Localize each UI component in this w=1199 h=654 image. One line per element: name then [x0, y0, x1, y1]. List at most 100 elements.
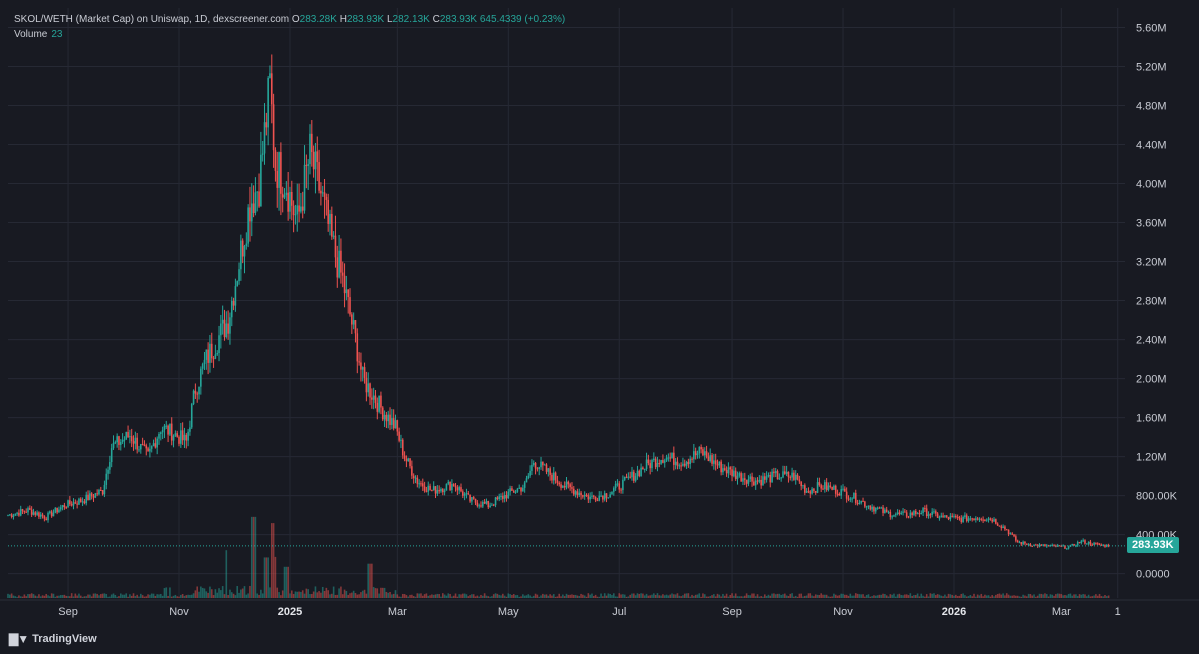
volume-bar	[838, 595, 841, 598]
volume-bar	[1040, 593, 1043, 598]
candle-body	[250, 203, 253, 222]
candle-body	[385, 414, 388, 422]
candle-body	[52, 512, 55, 517]
volume-bar	[751, 593, 753, 598]
volume-bar	[411, 594, 413, 598]
candle-body	[751, 476, 753, 482]
volume-bar	[862, 594, 864, 598]
volume-bar	[59, 595, 62, 598]
volume-bar	[9, 594, 11, 598]
candle-body	[418, 483, 420, 485]
volume-bar	[740, 596, 742, 598]
volume-bar	[964, 595, 966, 598]
candle-body	[738, 473, 741, 476]
candle-body	[569, 484, 571, 488]
volume-bar	[729, 594, 732, 598]
candle-body	[743, 478, 746, 481]
candle-body	[54, 507, 57, 513]
volume-bar	[502, 593, 504, 598]
candle-body	[227, 323, 229, 334]
candle-body	[955, 516, 957, 518]
candle-body	[1022, 541, 1024, 545]
volume-bar	[945, 596, 948, 598]
candle-body	[776, 471, 779, 480]
candle-body	[176, 433, 178, 437]
volume-bar	[165, 587, 168, 598]
volume-bar	[452, 595, 455, 598]
volume-bar	[618, 593, 621, 598]
candle-body	[683, 463, 686, 466]
candle-body	[1091, 544, 1094, 546]
volume-bar	[1089, 596, 1092, 598]
volume-bar	[1069, 593, 1072, 598]
candle-body	[187, 431, 189, 441]
candle-body	[516, 488, 519, 492]
volume-bar	[127, 596, 129, 598]
candle-body	[1051, 544, 1054, 546]
candle-body	[7, 515, 9, 517]
candle-body	[305, 164, 308, 167]
candle-body	[940, 515, 943, 518]
candle-body	[611, 491, 613, 495]
candle-body	[705, 451, 708, 457]
candle-body	[110, 448, 113, 463]
y-tick-label: 2.00M	[1136, 374, 1167, 386]
volume-bar	[103, 593, 106, 598]
candle-body	[352, 320, 355, 325]
volume-bar	[351, 592, 353, 598]
volume-bar	[214, 589, 217, 598]
candle-body	[349, 297, 351, 315]
volume-bar	[218, 588, 220, 598]
candle-body	[63, 505, 66, 508]
candle-body	[456, 487, 459, 491]
volume-bar	[720, 596, 722, 598]
candle-body	[1098, 543, 1101, 545]
volume-bar	[109, 596, 111, 598]
volume-bar	[598, 596, 601, 598]
volume-bar	[331, 593, 333, 598]
volume-bar	[893, 593, 895, 598]
volume-bar	[563, 596, 566, 598]
candle-body	[454, 486, 457, 488]
candle-body	[1089, 541, 1092, 545]
volume-bar	[860, 594, 863, 598]
volume-bar	[98, 595, 100, 598]
volume-bar	[240, 589, 242, 598]
volume-bar	[374, 588, 377, 598]
candle-body	[125, 431, 128, 440]
volume-bar	[1013, 595, 1015, 598]
volume-value: 23	[51, 29, 63, 40]
candle-body	[605, 493, 608, 498]
volume-bar	[827, 596, 830, 598]
candle-body	[392, 418, 395, 429]
volume-bar	[973, 593, 975, 598]
volume-bar	[500, 595, 502, 598]
volume-bar	[220, 590, 222, 598]
volume-bar	[640, 593, 642, 598]
volume-bar	[471, 594, 473, 598]
candle-body	[572, 488, 575, 495]
candle-body	[47, 512, 49, 521]
volume-bar	[436, 593, 439, 598]
volume-bar	[172, 595, 175, 598]
candle-body	[836, 493, 839, 495]
volume-bar	[542, 593, 544, 598]
volume-bar	[90, 596, 93, 598]
candle-body	[700, 447, 702, 450]
candle-body	[996, 523, 999, 526]
candle-body	[896, 512, 899, 515]
volume-bar	[496, 593, 499, 598]
candle-body	[662, 459, 664, 463]
candle-body	[587, 495, 590, 500]
volume-bar	[116, 596, 118, 598]
volume-bar	[174, 594, 177, 598]
volume-bar	[391, 594, 393, 598]
tradingview-brand[interactable]: ▇▼ TradingView	[9, 632, 97, 646]
candle-body	[1009, 533, 1012, 535]
volume-bar	[267, 557, 269, 598]
volume-bar	[512, 594, 515, 598]
volume-bar	[209, 586, 211, 598]
volume-bar	[356, 594, 359, 598]
